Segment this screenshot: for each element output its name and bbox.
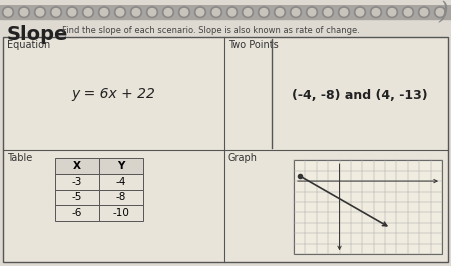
Circle shape — [435, 9, 443, 16]
Text: Table: Table — [7, 153, 32, 163]
Circle shape — [386, 7, 396, 18]
Bar — [99, 158, 143, 174]
Circle shape — [210, 7, 221, 18]
Bar — [55, 205, 99, 221]
Circle shape — [34, 7, 46, 18]
Circle shape — [228, 9, 235, 16]
Circle shape — [178, 7, 189, 18]
Text: X: X — [73, 161, 81, 171]
Circle shape — [290, 7, 301, 18]
Circle shape — [322, 7, 333, 18]
Text: -3: -3 — [72, 177, 82, 187]
Circle shape — [276, 9, 283, 16]
Text: -5: -5 — [72, 192, 82, 202]
Circle shape — [433, 7, 445, 18]
Circle shape — [84, 9, 92, 16]
Circle shape — [419, 9, 427, 16]
Text: Y: Y — [117, 161, 124, 171]
Circle shape — [308, 9, 315, 16]
Bar — [0, 5, 451, 19]
Text: Graph: Graph — [227, 153, 258, 163]
Circle shape — [354, 7, 365, 18]
Text: -6: -6 — [72, 208, 82, 218]
Circle shape — [371, 9, 379, 16]
Circle shape — [242, 7, 253, 18]
Text: (-4, -8) and (4, -13): (-4, -8) and (4, -13) — [291, 89, 427, 102]
Text: -10: -10 — [112, 208, 129, 218]
Text: -8: -8 — [115, 192, 126, 202]
Circle shape — [260, 9, 267, 16]
Circle shape — [196, 9, 203, 16]
Text: y = 6x + 22: y = 6x + 22 — [71, 86, 155, 101]
Circle shape — [226, 7, 237, 18]
Circle shape — [3, 7, 14, 18]
Circle shape — [20, 9, 28, 16]
Text: Find the slope of each scenario. Slope is also known as rate of change.: Find the slope of each scenario. Slope i… — [62, 26, 359, 35]
Circle shape — [4, 9, 12, 16]
Bar — [55, 158, 99, 174]
Circle shape — [370, 7, 381, 18]
Circle shape — [306, 7, 317, 18]
Circle shape — [100, 9, 107, 16]
Circle shape — [355, 9, 363, 16]
Circle shape — [148, 9, 156, 16]
Circle shape — [114, 7, 125, 18]
Text: Slope: Slope — [7, 25, 68, 44]
Circle shape — [68, 9, 76, 16]
Text: Two Points: Two Points — [227, 40, 278, 50]
Circle shape — [130, 7, 141, 18]
Circle shape — [338, 7, 349, 18]
Circle shape — [244, 9, 251, 16]
Circle shape — [162, 7, 173, 18]
Text: -4: -4 — [115, 177, 126, 187]
Circle shape — [164, 9, 171, 16]
Bar — [99, 174, 143, 190]
Bar — [99, 190, 143, 205]
Circle shape — [258, 7, 269, 18]
Circle shape — [18, 7, 29, 18]
Bar — [3, 37, 447, 262]
Circle shape — [291, 9, 299, 16]
Text: Equation: Equation — [7, 40, 50, 50]
Circle shape — [194, 7, 205, 18]
Bar — [55, 190, 99, 205]
Circle shape — [116, 9, 124, 16]
Circle shape — [146, 7, 157, 18]
Bar — [293, 160, 441, 254]
Circle shape — [323, 9, 331, 16]
Bar — [99, 205, 143, 221]
Circle shape — [83, 7, 93, 18]
Text: ): ) — [437, 2, 447, 25]
Circle shape — [212, 9, 219, 16]
Circle shape — [132, 9, 139, 16]
Circle shape — [66, 7, 77, 18]
Circle shape — [51, 7, 61, 18]
Circle shape — [52, 9, 60, 16]
Circle shape — [274, 7, 285, 18]
Circle shape — [403, 9, 411, 16]
Circle shape — [401, 7, 413, 18]
Circle shape — [418, 7, 428, 18]
Circle shape — [340, 9, 347, 16]
Circle shape — [36, 9, 44, 16]
Bar — [55, 174, 99, 190]
Circle shape — [98, 7, 109, 18]
Circle shape — [387, 9, 395, 16]
Circle shape — [180, 9, 187, 16]
